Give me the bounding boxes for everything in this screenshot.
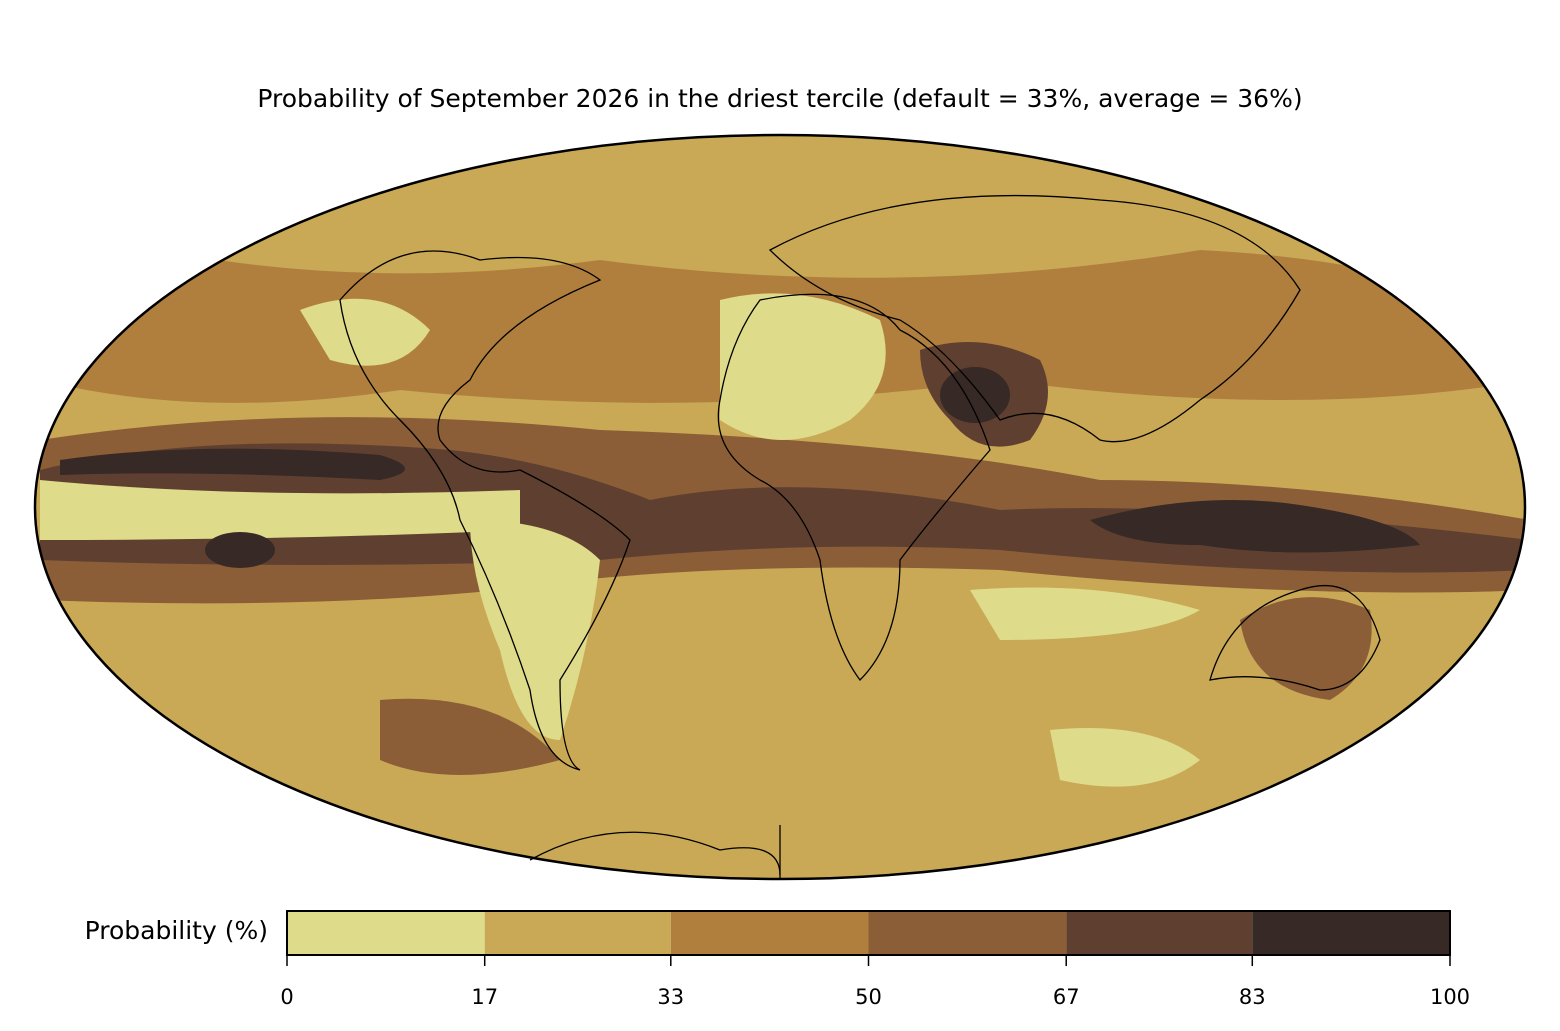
tick-label: 33 — [657, 985, 684, 1009]
region — [1240, 597, 1372, 700]
colorbar-bin — [484, 911, 671, 955]
region — [1090, 500, 1420, 553]
colorbar: 0 17 33 50 67 83 100 — [280, 911, 1470, 1009]
tick-label: 0 — [280, 985, 293, 1009]
colorbar-bin — [670, 911, 869, 955]
map-title: Probability of September 2026 in the dri… — [257, 84, 1302, 113]
region — [720, 293, 886, 440]
colorbar-bin — [868, 911, 1067, 955]
region — [380, 698, 560, 775]
region — [205, 532, 275, 568]
coastlines — [339, 194, 1381, 880]
region — [40, 480, 520, 540]
colorbar-bin — [1066, 911, 1253, 955]
map-border — [33, 133, 1527, 881]
region — [970, 587, 1200, 640]
colorbar-bin — [1252, 911, 1450, 955]
tick-label: 83 — [1239, 985, 1266, 1009]
region — [940, 367, 1010, 423]
colorbar-frame — [286, 910, 1451, 956]
region — [300, 298, 430, 366]
tick-label: 100 — [1430, 985, 1470, 1009]
colorbar-bin — [287, 911, 485, 955]
tick-label: 50 — [855, 985, 882, 1009]
region — [470, 520, 600, 740]
tick-label: 67 — [1053, 985, 1080, 1009]
region — [60, 448, 405, 480]
colorbar-label: Probability (%) — [85, 916, 268, 945]
tick-label: 17 — [471, 985, 498, 1009]
region — [1050, 728, 1200, 787]
